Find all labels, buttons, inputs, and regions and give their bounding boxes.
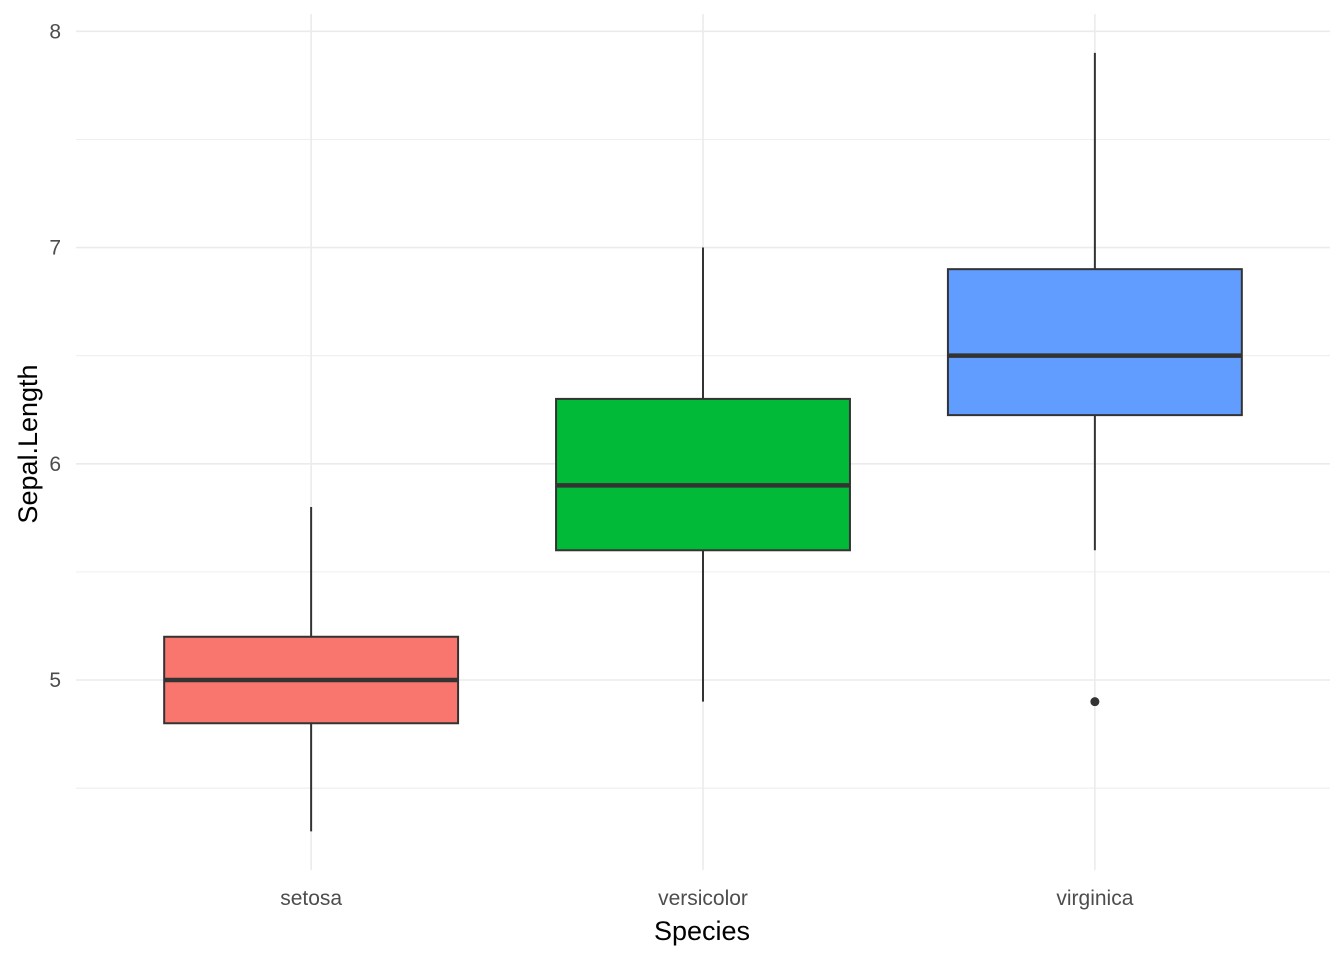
y-tick-label: 5 — [49, 669, 61, 692]
y-tick-label: 8 — [49, 20, 61, 43]
x-tick-label-versicolor: versicolor — [658, 887, 748, 910]
x-axis-title: Species — [654, 916, 750, 946]
x-tick-label-virginica: virginica — [1056, 887, 1133, 910]
y-tick-label: 7 — [49, 237, 61, 260]
box-virginica — [946, 52, 1243, 707]
outlier-point-virginica — [1090, 697, 1100, 707]
box-versicolor — [555, 247, 851, 702]
iqr-box-virginica — [946, 268, 1243, 417]
y-axis-tick-labels: 5 6 7 8 — [49, 20, 61, 692]
x-tick-label-setosa: setosa — [280, 887, 342, 910]
boxplots — [163, 52, 1243, 832]
iqr-box-versicolor — [555, 397, 851, 552]
box-setosa — [163, 507, 460, 832]
x-axis-tick-labels: setosa versicolor virginica — [280, 887, 1134, 910]
y-tick-label: 6 — [49, 453, 61, 476]
y-axis-title: Sepal.Length — [13, 364, 43, 523]
